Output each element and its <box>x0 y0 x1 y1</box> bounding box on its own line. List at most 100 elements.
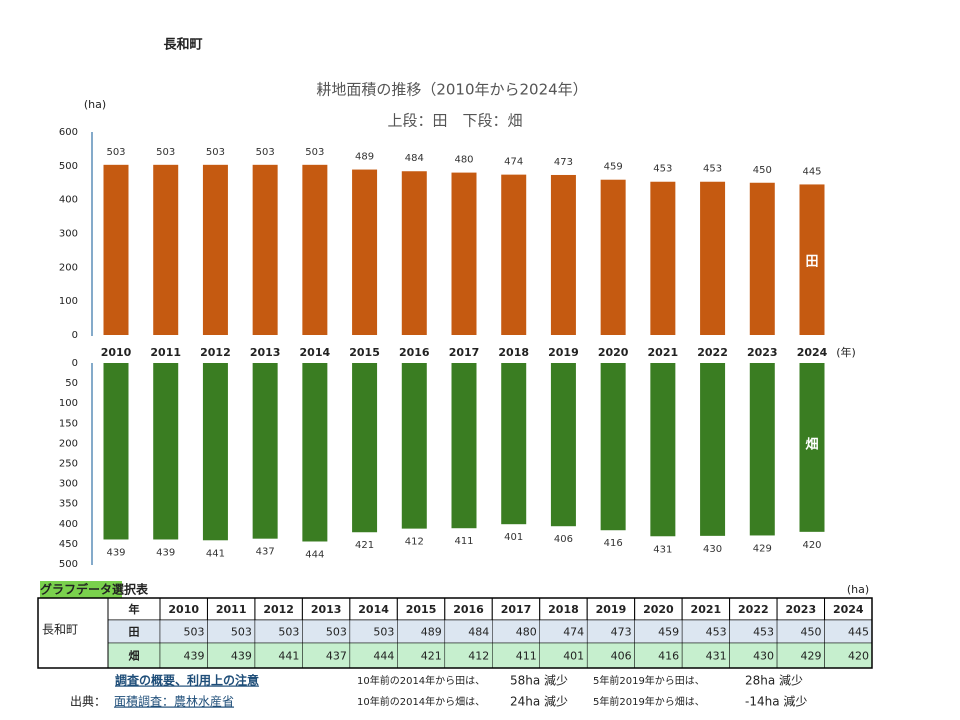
bar <box>302 363 328 542</box>
bar <box>501 363 527 525</box>
y-tick-label: 300 <box>59 479 78 490</box>
table-cell-text: 412 <box>468 650 489 663</box>
value-label: 489 <box>355 152 374 163</box>
note-text: 28ha 減少 <box>745 673 803 688</box>
chart-subtitle: 上段：田 下段：畑 <box>387 112 522 130</box>
table-cell-text: 503 <box>326 626 347 639</box>
overview-link[interactable]: 調査の概要、利用上の注意 <box>115 673 259 688</box>
bar <box>550 363 576 527</box>
value-label: 480 <box>454 155 473 166</box>
table-cell-text: 畑 <box>129 650 140 663</box>
table-cell-text: 2020 <box>643 603 674 616</box>
y-tick-label: 500 <box>59 559 78 570</box>
bar <box>700 181 726 335</box>
table-cell <box>107 642 161 669</box>
table-cell-text: 429 <box>801 650 822 663</box>
value-label: 421 <box>355 540 374 551</box>
y-tick-label: 100 <box>59 398 78 409</box>
value-label: 416 <box>604 538 623 549</box>
y-tick-label: 400 <box>59 195 78 206</box>
table-cell-text: 437 <box>326 650 347 663</box>
table-cell <box>681 642 730 669</box>
x-tick-label: 2019 <box>548 346 579 359</box>
y-tick-label: 50 <box>65 378 78 389</box>
table-cell-text: 年 <box>129 602 140 616</box>
table-cell-text: 503 <box>278 626 299 639</box>
bar <box>799 363 825 532</box>
table-cell-text: 444 <box>373 650 394 663</box>
value-label: 431 <box>653 544 672 555</box>
y-tick-label: 300 <box>59 229 78 240</box>
bar <box>153 363 179 540</box>
y-tick-label: 500 <box>59 161 78 172</box>
table-cell-text: 421 <box>421 650 442 663</box>
bar <box>799 184 825 335</box>
table-cell <box>397 642 446 669</box>
bar <box>401 363 427 529</box>
table-cell-text: 459 <box>658 626 679 639</box>
table-cell-text: 503 <box>373 626 394 639</box>
table-cell-text: 2022 <box>738 603 769 616</box>
value-label: 406 <box>554 534 573 545</box>
table-cell-text: 2012 <box>263 603 294 616</box>
value-label: 503 <box>106 147 125 158</box>
value-label: 430 <box>703 544 722 555</box>
bar <box>352 363 378 533</box>
table-cell-text: 503 <box>231 626 252 639</box>
note-text: 10年前の2014年から田は、 <box>357 674 485 687</box>
note-text: 5年前2019年から田は、 <box>593 674 705 687</box>
value-label: 411 <box>454 536 473 547</box>
source-link[interactable]: 面積調査：農林水産省 <box>114 694 234 709</box>
table-cell-text: 484 <box>468 626 489 639</box>
bar <box>749 363 775 536</box>
y-tick-label: 100 <box>59 296 78 307</box>
value-label: 439 <box>156 547 175 558</box>
bar <box>202 164 228 335</box>
y-tick-label: 200 <box>59 438 78 449</box>
x-axis-label: (年) <box>836 345 856 359</box>
y-tick-label: 600 <box>59 127 78 138</box>
bar <box>252 164 278 335</box>
source-label: 出典： <box>70 695 106 709</box>
x-tick-label: 2018 <box>498 346 529 359</box>
table-cell-text: 445 <box>848 626 869 639</box>
value-label: 503 <box>256 147 275 158</box>
table-cell <box>302 642 351 669</box>
table-cell-text: 2023 <box>785 603 816 616</box>
x-tick-label: 2013 <box>250 346 281 359</box>
table-cell <box>729 642 778 669</box>
table-cell-text: 2015 <box>406 603 437 616</box>
table-cell <box>207 642 256 669</box>
bar <box>700 363 726 536</box>
page-title: 長和町 <box>163 37 202 53</box>
table-cell <box>539 642 588 669</box>
value-label: 459 <box>604 162 623 173</box>
value-label: 441 <box>206 548 225 559</box>
x-tick-label: 2016 <box>399 346 430 359</box>
bar <box>650 363 676 537</box>
table-cell-text: 2016 <box>453 603 484 616</box>
value-label: 503 <box>305 147 324 158</box>
bar <box>650 181 676 335</box>
table-cell-text: 453 <box>706 626 727 639</box>
note-text: 5年前2019年から畑は、 <box>593 695 705 708</box>
bar <box>252 363 278 539</box>
x-tick-label: 2023 <box>747 346 778 359</box>
value-label: 439 <box>106 547 125 558</box>
table-cell-text: 411 <box>516 650 537 663</box>
value-label: 503 <box>156 147 175 158</box>
table-cell-text: 450 <box>801 626 822 639</box>
x-tick-label: 2022 <box>697 346 728 359</box>
table-cell <box>586 642 635 669</box>
bar <box>302 164 328 335</box>
table-cell-text: 2014 <box>358 603 389 616</box>
y-axis-label: (ha) <box>84 98 106 111</box>
x-tick-label: 2021 <box>648 346 679 359</box>
value-label: 450 <box>753 165 772 176</box>
table-cell-text: 2024 <box>833 603 864 616</box>
table-cell-text: 431 <box>706 650 727 663</box>
table-cell-text: 420 <box>848 650 869 663</box>
bar <box>103 363 129 540</box>
value-label: 474 <box>504 157 523 168</box>
y-tick-label: 350 <box>59 499 78 510</box>
